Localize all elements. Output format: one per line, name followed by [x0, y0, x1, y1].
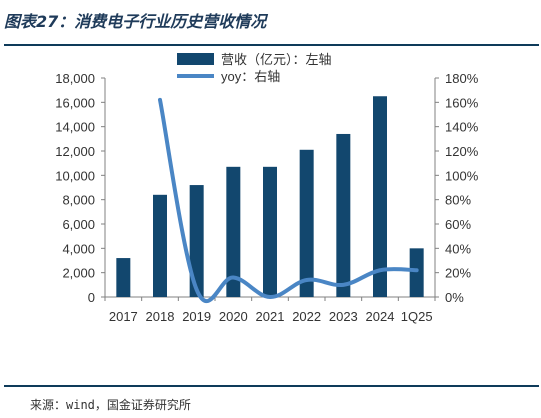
right-axis-tick-label: 160%	[445, 95, 479, 110]
revenue-bar	[116, 258, 131, 297]
revenue-bar	[373, 96, 387, 297]
x-axis-tick-label: 2024	[366, 309, 395, 324]
left-axis-tick-label: 0	[88, 290, 95, 305]
x-axis-tick-label: 2019	[182, 309, 211, 324]
legend-bar-label: 营收（亿元）：左轴	[221, 52, 332, 67]
revenue-bar	[263, 166, 277, 297]
left-axis-tick-label: 10,000	[55, 168, 95, 183]
revenue-bar	[409, 248, 424, 297]
chart-legend: 营收（亿元）：左轴 yoy：右轴	[177, 52, 332, 84]
right-axis-tick-label: 60%	[445, 217, 471, 232]
legend-bar-swatch	[177, 53, 214, 65]
line-series	[158, 97, 419, 303]
figure-title: 图表27：消费电子行业历史营收情况	[4, 12, 267, 31]
x-axis-tick-label: 1Q25	[401, 309, 433, 324]
source-note: 来源：wind，国金证券研究所	[30, 398, 191, 412]
right-axis-tick-label: 100%	[445, 168, 479, 183]
x-axis-tick-label: 2017	[109, 309, 138, 324]
left-axis-tick-label: 4,000	[62, 241, 95, 256]
bottom-divider	[4, 385, 539, 387]
left-axis-tick-label: 18,000	[55, 71, 95, 86]
right-axis-tick-label: 180%	[445, 71, 479, 86]
x-axis-tick-label: 2020	[219, 309, 248, 324]
left-axis-tick-label: 8,000	[62, 193, 95, 208]
legend-line-label: yoy：右轴	[221, 69, 280, 84]
left-axis-tick-label: 6,000	[62, 217, 95, 232]
x-axis-tick-label: 2022	[292, 309, 321, 324]
left-axis-tick-label: 2,000	[62, 266, 95, 281]
revenue-bar	[189, 185, 204, 297]
left-axis-tick-label: 12,000	[55, 144, 95, 159]
chart-axes: 0 2,000 4,000 6,000 8,000 10,000 12,000 14,000 1…	[55, 71, 478, 324]
left-axis-tick-label: 14,000	[55, 120, 95, 135]
right-axis-tick-label: 140%	[445, 120, 479, 135]
x-axis-tick-label: 2023	[329, 309, 358, 324]
x-axis-tick-label: 2021	[256, 309, 285, 324]
bar-series	[116, 96, 424, 297]
right-axis-tick-label: 0%	[445, 290, 464, 305]
top-divider	[4, 44, 539, 46]
right-axis-tick-label: 20%	[445, 266, 471, 281]
right-axis-tick-label: 120%	[445, 144, 479, 159]
right-axis-tick-label: 40%	[445, 241, 471, 256]
revenue-bar	[299, 149, 314, 297]
left-axis-tick-label: 16,000	[55, 95, 95, 110]
revenue-bar	[226, 166, 241, 297]
revenue-bar	[336, 133, 351, 297]
revenue-bar	[153, 194, 167, 297]
right-axis-tick-label: 80%	[445, 193, 471, 208]
x-axis-tick-label: 2018	[146, 309, 175, 324]
